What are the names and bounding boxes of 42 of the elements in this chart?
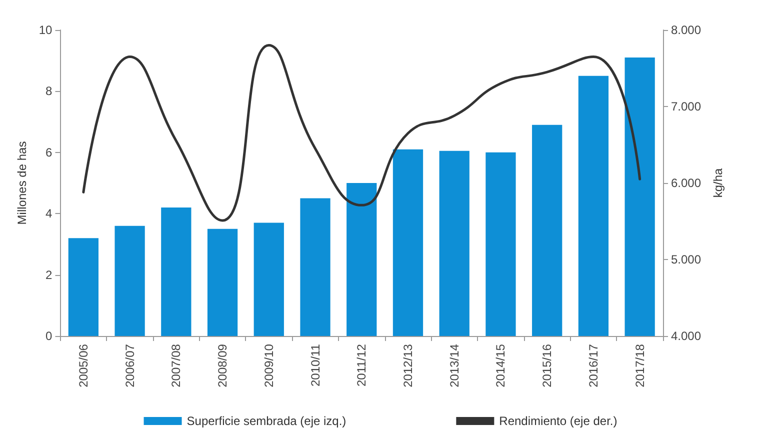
x-tick-label: 2011/12 — [354, 344, 369, 386]
x-tick-label: 2014/15 — [494, 344, 508, 388]
bar — [254, 222, 284, 336]
bar — [486, 152, 516, 336]
x-tick-label: 2005/06 — [76, 344, 90, 388]
y-tick-label: 10 — [38, 23, 53, 37]
y2-tick-label: 5.000 — [671, 252, 702, 266]
x-tick-label: 2008/09 — [216, 344, 230, 388]
x-tick-label: 2010/11 — [308, 344, 322, 386]
x-tick-label: 2007/08 — [169, 344, 184, 388]
bar — [392, 149, 424, 336]
bar — [207, 228, 238, 336]
bar — [300, 198, 330, 336]
x-tick-label: 2016/17 — [586, 344, 600, 388]
y2-tick-label: 7.000 — [671, 100, 702, 114]
y-tick-label: 8 — [46, 84, 53, 98]
bar — [532, 124, 562, 336]
legend-label: Superficie sembrada (eje izq.) — [186, 414, 346, 428]
y2-tick-label: 4.000 — [671, 329, 702, 343]
bar — [68, 238, 98, 336]
bar — [346, 183, 377, 336]
y-tick-label: 0 — [46, 329, 53, 343]
bar — [439, 150, 470, 336]
x-tick-label: 2006/07 — [122, 344, 137, 388]
line-series — [82, 44, 642, 222]
y-tick-label: 6 — [46, 145, 53, 160]
legend-label: Rendimiento (eje der.) — [499, 414, 618, 428]
x-tick-label: 2009/10 — [262, 344, 276, 388]
y2-tick-label: 8.000 — [671, 23, 702, 37]
bar — [578, 76, 609, 336]
x-tick-label: 2012/13 — [400, 344, 415, 388]
y-tick-label: 2 — [46, 268, 53, 282]
y2-axis-title: kg/ha — [710, 168, 725, 198]
bar — [114, 226, 145, 336]
x-tick-label: 2015/16 — [540, 344, 554, 388]
y-axis-title: Millones de has — [15, 141, 29, 225]
bar — [161, 207, 192, 336]
bar — [624, 58, 655, 336]
y-tick-label: 4 — [46, 206, 53, 221]
x-tick-label: 2013/14 — [447, 344, 462, 388]
x-tick-label: 2017/18 — [632, 344, 647, 388]
y2-tick-label: 6.000 — [671, 176, 702, 190]
